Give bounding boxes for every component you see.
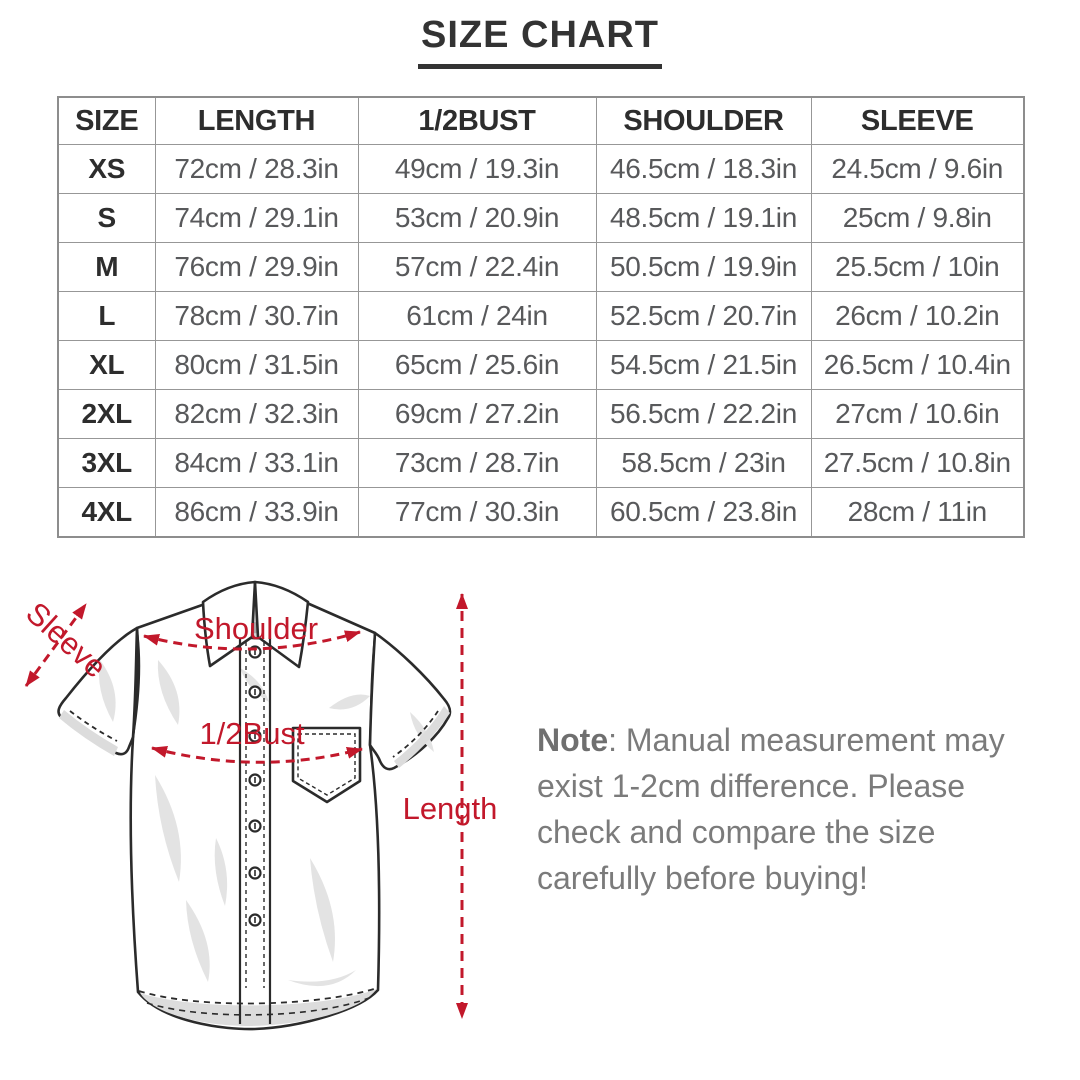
size-table: SIZE LENGTH 1/2BUST SHOULDER SLEEVE XS 7… (57, 96, 1025, 538)
left-cuff-shading (59, 710, 118, 756)
button-placket (238, 638, 272, 1024)
note-text: : Manual measurement may (608, 722, 1005, 758)
table-header-row: SIZE LENGTH 1/2BUST SHOULDER SLEEVE (57, 96, 1025, 145)
cell-size: 2XL (57, 389, 156, 439)
right-armhole-seam (369, 634, 376, 746)
left-armhole-seam (132, 629, 141, 738)
col-header-bust: 1/2BUST (357, 96, 597, 145)
cell-shoulder: 50.5cm / 19.9in (595, 242, 812, 292)
bust-measure-arrow (151, 746, 363, 764)
table-row: 4XL 86cm / 33.9in 77cm / 30.3in 60.5cm /… (57, 487, 1025, 538)
cell-shoulder: 48.5cm / 19.1in (595, 193, 812, 243)
note-label: Note (537, 722, 609, 758)
cell-sleeve: 25cm / 9.8in (810, 193, 1025, 243)
bust-label: 1/2Bust (199, 716, 305, 751)
cell-size: XL (57, 340, 156, 390)
cell-size: M (57, 242, 156, 292)
shoulder-label: Shoulder (194, 611, 318, 646)
cell-shoulder: 54.5cm / 21.5in (595, 340, 812, 390)
col-header-shoulder: SHOULDER (595, 96, 812, 145)
cell-shoulder: 58.5cm / 23in (595, 438, 812, 488)
note-line: Note: Manual measurement may (537, 717, 1042, 763)
cell-length: 80cm / 31.5in (154, 340, 359, 390)
sleeve-label: Sleeve (19, 595, 113, 684)
cell-bust: 53cm / 20.9in (357, 193, 597, 243)
cell-sleeve: 26cm / 10.2in (810, 291, 1025, 341)
cell-sleeve: 25.5cm / 10in (810, 242, 1025, 292)
cell-size: 4XL (57, 487, 156, 538)
cell-size: XS (57, 144, 156, 194)
cell-length: 82cm / 32.3in (154, 389, 359, 439)
cell-sleeve: 27.5cm / 10.8in (810, 438, 1025, 488)
table-row: L 78cm / 30.7in 61cm / 24in 52.5cm / 20.… (57, 291, 1025, 341)
cell-bust: 57cm / 22.4in (357, 242, 597, 292)
cell-shoulder: 60.5cm / 23.8in (595, 487, 812, 538)
cell-sleeve: 28cm / 11in (810, 487, 1025, 538)
page-title: SIZE CHART (418, 14, 662, 69)
left-cuff-stitch (69, 710, 118, 742)
table-row: S 74cm / 29.1in 53cm / 20.9in 48.5cm / 1… (57, 193, 1025, 243)
cell-bust: 73cm / 28.7in (357, 438, 597, 488)
hem-stitch-top (138, 987, 378, 1005)
sleeve-wrinkle (410, 712, 434, 752)
length-label: Length (403, 791, 498, 826)
sleeve-wrinkle (98, 660, 116, 722)
cell-length: 76cm / 29.9in (154, 242, 359, 292)
table-row: XL 80cm / 31.5in 65cm / 25.6in 54.5cm / … (57, 340, 1025, 390)
cell-bust: 77cm / 30.3in (357, 487, 597, 538)
cell-bust: 49cm / 19.3in (357, 144, 597, 194)
cell-length: 72cm / 28.3in (154, 144, 359, 194)
col-header-size: SIZE (57, 96, 156, 145)
cell-shoulder: 56.5cm / 22.2in (595, 389, 812, 439)
col-header-length: LENGTH (154, 96, 359, 145)
cell-bust: 69cm / 27.2in (357, 389, 597, 439)
right-cuff-stitch (392, 710, 439, 758)
wrinkle-shading (155, 660, 370, 987)
cell-length: 74cm / 29.1in (154, 193, 359, 243)
cell-shoulder: 52.5cm / 20.7in (595, 291, 812, 341)
table-row: XS 72cm / 28.3in 49cm / 19.3in 46.5cm / … (57, 144, 1025, 194)
shoulder-measure-arrow (143, 630, 361, 651)
cell-sleeve: 24.5cm / 9.6in (810, 144, 1025, 194)
shirt-hem-shading (140, 989, 376, 1026)
measurement-note: Note: Manual measurement may exist 1-2cm… (537, 717, 1042, 901)
shirt-illustration (57, 580, 452, 1031)
cell-length: 78cm / 30.7in (154, 291, 359, 341)
page-title-wrap: SIZE CHART (0, 14, 1080, 69)
table-row: 2XL 82cm / 32.3in 69cm / 27.2in 56.5cm /… (57, 389, 1025, 439)
note-line: check and compare the size (537, 814, 936, 850)
shirt-measurement-diagram: Sleeve Shoulder 1/2Bust Length (19, 580, 498, 1031)
col-header-sleeve: SLEEVE (810, 96, 1025, 145)
hem-stitch-bottom (146, 997, 370, 1016)
note-line: exist 1-2cm difference. Please (537, 768, 966, 804)
right-cuff-shading (394, 706, 450, 768)
cell-sleeve: 26.5cm / 10.4in (810, 340, 1025, 390)
cell-size: 3XL (57, 438, 156, 488)
cell-length: 86cm / 33.9in (154, 487, 359, 538)
cell-shoulder: 46.5cm / 18.3in (595, 144, 812, 194)
sleeve-measure-arrow (24, 603, 88, 687)
cell-bust: 65cm / 25.6in (357, 340, 597, 390)
table-row: M 76cm / 29.9in 57cm / 22.4in 50.5cm / 1… (57, 242, 1025, 292)
cell-bust: 61cm / 24in (357, 291, 597, 341)
cell-size: S (57, 193, 156, 243)
table-row: 3XL 84cm / 33.1in 73cm / 28.7in 58.5cm /… (57, 438, 1025, 488)
cell-length: 84cm / 33.1in (154, 438, 359, 488)
note-line: carefully before buying! (537, 860, 868, 896)
cell-size: L (57, 291, 156, 341)
cell-sleeve: 27cm / 10.6in (810, 389, 1025, 439)
